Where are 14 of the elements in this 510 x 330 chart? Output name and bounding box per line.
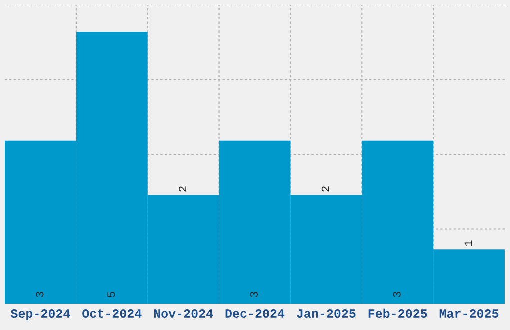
x-tick-label: Nov-2024	[154, 310, 214, 318]
data-label: 1	[464, 240, 472, 246]
data-label: 2	[322, 186, 330, 192]
x-tick-label: Dec-2024	[226, 310, 285, 318]
data-label: 3	[250, 292, 258, 298]
data-label: 3	[36, 292, 44, 298]
x-tick-label: Sep-2024	[10, 310, 70, 321]
data-label: 3	[393, 292, 401, 298]
x-tick-label: Mar-2025	[440, 310, 499, 318]
x-tick-label: Feb-2025	[368, 308, 428, 318]
data-label: 5	[108, 292, 116, 298]
data-label: 2	[179, 186, 186, 192]
x-tick-label: Oct-2024	[82, 310, 142, 318]
x-tick-label: Jan-2025	[297, 310, 356, 318]
